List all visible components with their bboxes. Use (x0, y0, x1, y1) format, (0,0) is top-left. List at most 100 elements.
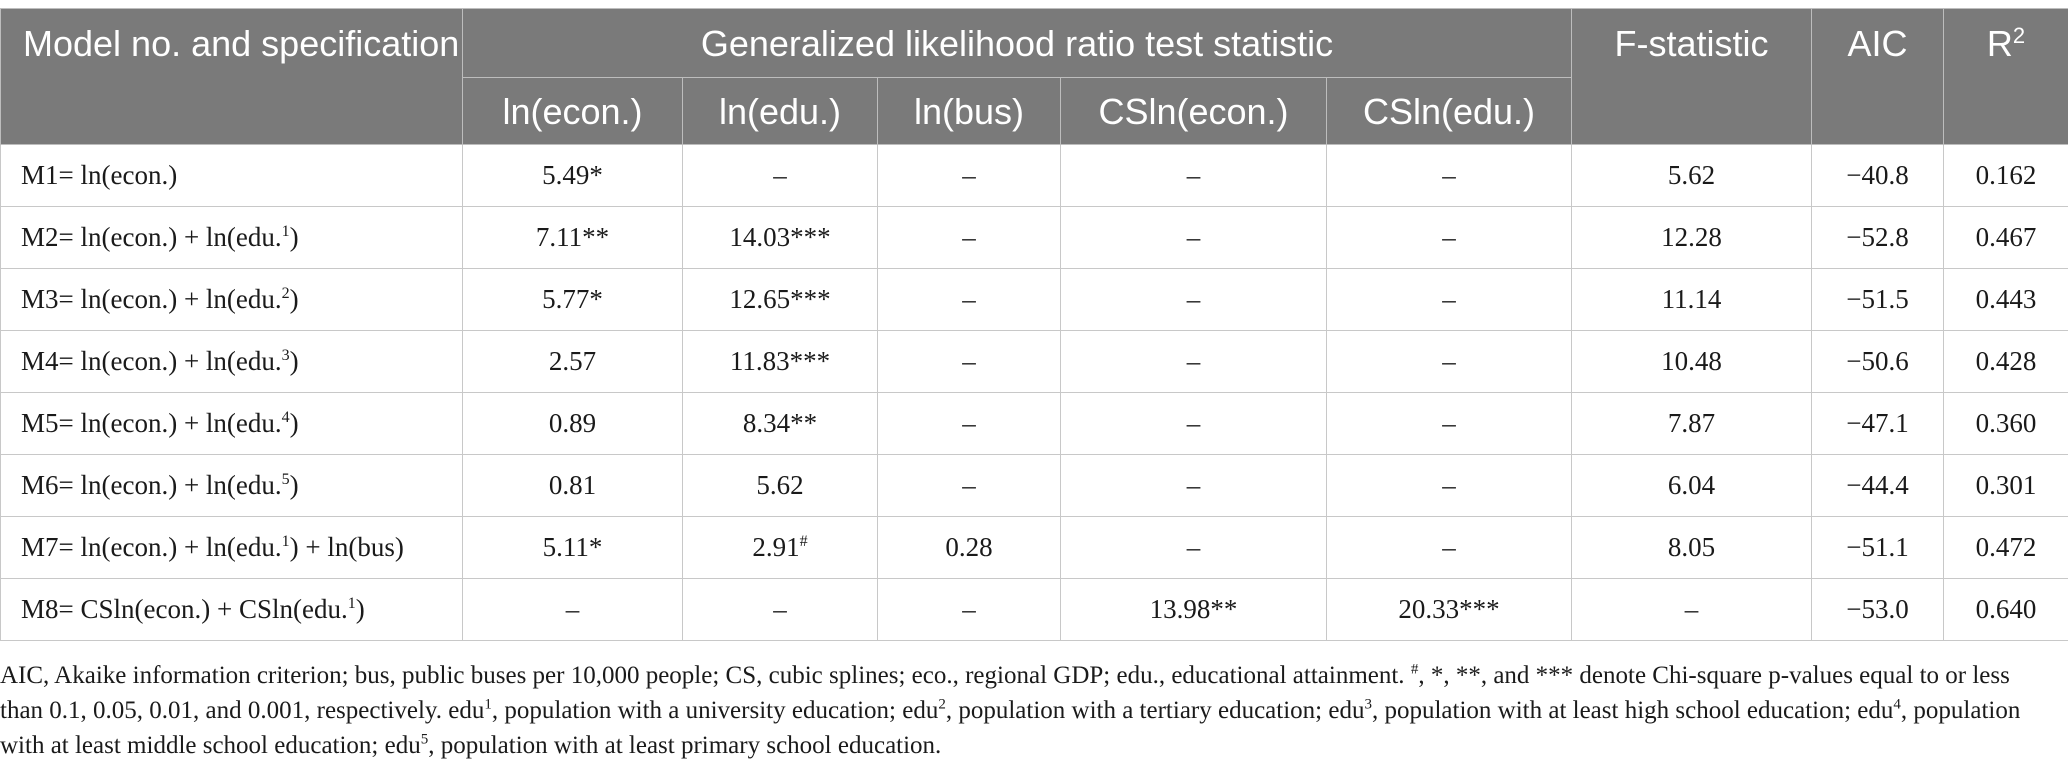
model-formula-tail: ) + ln(bus) (289, 532, 404, 562)
cell-value: −51.1 (1846, 532, 1909, 562)
cell-econ: 5.77* (462, 268, 683, 331)
cell-econ: 2.57 (462, 330, 683, 393)
model-formula-tail: ) (289, 470, 299, 500)
cell-value: – (962, 284, 976, 314)
cell-cs-edu: 20.33*** (1325, 578, 1573, 641)
cell-value: – (1442, 408, 1456, 438)
cell-value: 7.87 (1667, 408, 1716, 438)
cell-value: 0.28 (945, 532, 993, 562)
model-id: M1 (21, 160, 59, 190)
model-id: M3 (21, 284, 59, 314)
cell-value: 0.162 (1975, 160, 2037, 190)
cell-value: 0.443 (1975, 284, 2037, 314)
cell-value: – (1186, 532, 1201, 562)
model-formula-tail: ) (289, 222, 299, 252)
cell-value: 2.57 (548, 346, 597, 376)
model-formula: = ln(econ.) + ln(edu. (58, 532, 282, 562)
cell-value: 0.467 (1975, 222, 2037, 252)
cell-value: – (565, 594, 580, 624)
cell-value: – (773, 594, 787, 624)
model-column-header: Model no. and specification (0, 8, 463, 145)
cell-value: −40.8 (1846, 160, 1909, 190)
cell-econ: 7.11** (462, 206, 683, 269)
footnote-sup-1: 1 (484, 696, 492, 713)
cell-edu: 5.62 (682, 454, 878, 517)
cell-cs-econ: 13.98** (1060, 578, 1327, 641)
table-header: Model no. and specification Generalized … (0, 8, 2068, 145)
cell-value: −52.8 (1846, 222, 1909, 252)
table-row: M1= ln(econ.) 5.49* – – – – 5.62 −40.8 0.162 (0, 144, 2068, 207)
table-row: M5= ln(econ.) + ln(edu.4) 0.89 8.34** – – – 7.… (0, 392, 2068, 455)
cell-value: 7.11** (535, 222, 610, 252)
cell-value: 5.62 (756, 470, 804, 500)
footnote-text-1: AIC, Akaike information criterion; bus, … (0, 662, 1405, 689)
cell-r2: 0.640 (1943, 578, 2068, 641)
cell-value: 5.11* (542, 532, 603, 562)
cell-cs-edu: – (1325, 454, 1573, 517)
cell-value: 20.33*** (1398, 594, 1500, 624)
footnote-sup-2: 2 (938, 696, 946, 713)
cell-cs-edu: – (1325, 516, 1573, 579)
cell-value: 11.83*** (729, 346, 831, 376)
cell-value: 10.48 (1661, 346, 1722, 376)
cell-aic: −47.1 (1811, 392, 1945, 455)
cell-value: – (773, 160, 787, 190)
cell-value: 13.98** (1149, 594, 1238, 624)
model-edu-sup: 1 (347, 595, 356, 612)
cell-value: – (1442, 470, 1456, 500)
cell-cs-econ: – (1060, 206, 1327, 269)
model-formula: = ln(econ.) + ln(edu. (58, 222, 282, 252)
footnote-text-5: , population with at least high school e… (1371, 697, 1894, 724)
cell-econ: 5.11* (462, 516, 683, 579)
cell-r2: 0.472 (1943, 516, 2068, 579)
cell-value: −53.0 (1846, 594, 1909, 624)
cell-value: 5.77* (542, 284, 603, 314)
cell-r2: 0.301 (1943, 454, 2068, 517)
cell-f: 12.28 (1571, 206, 1813, 269)
table-row: M6= ln(econ.) + ln(edu.5) 0.81 5.62 – – – 6.04… (0, 454, 2068, 517)
model-formula: = ln(econ.) + ln(edu. (58, 408, 282, 438)
significance-mark: # (799, 533, 808, 550)
cell-f: 7.87 (1571, 392, 1813, 455)
cell-value: – (962, 408, 976, 438)
cell-econ: – (462, 578, 683, 641)
cell-bus: – (877, 330, 1061, 393)
model-formula: = ln(econ.) + ln(edu. (58, 346, 282, 376)
model-id: M7 (21, 532, 59, 562)
cell-aic: −51.1 (1811, 516, 1945, 579)
table-row: M8= CSln(econ.) + CSln(edu.1) – – – 13.98** 2… (0, 578, 2068, 641)
cell-value: – (1186, 346, 1201, 376)
cell-value: −47.1 (1846, 408, 1909, 438)
table-row: M7= ln(econ.) + ln(edu.1) + ln(bus) 5.11*… (0, 516, 2068, 579)
cell-value: 6.04 (1667, 470, 1716, 500)
cell-value: 5.62 (1667, 160, 1716, 190)
cell-value: – (962, 594, 976, 624)
model-id: M2 (21, 222, 59, 252)
model-formula-tail: ) (289, 284, 299, 314)
cell-value: 8.34** (742, 408, 818, 438)
cell-value: −51.5 (1846, 284, 1909, 314)
model-formula: = CSln(econ.) + CSln(edu. (58, 594, 348, 624)
f-statistic-header: F-statistic (1571, 8, 1813, 145)
cell-edu: 14.03*** (682, 206, 878, 269)
model-id: M6 (21, 470, 59, 500)
table-row: M4= ln(econ.) + ln(edu.3) 2.57 11.83*** – – –… (0, 330, 2068, 393)
cell-value: 0.640 (1975, 594, 2037, 624)
cell-r2: 0.428 (1943, 330, 2068, 393)
cell-aic: −44.4 (1811, 454, 1945, 517)
cell-aic: −53.0 (1811, 578, 1945, 641)
cell-value: – (1442, 160, 1456, 190)
cell-f: 6.04 (1571, 454, 1813, 517)
cell-f: – (1571, 578, 1813, 641)
cell-cs-edu: – (1325, 144, 1573, 207)
cell-value: 0.472 (1975, 532, 2037, 562)
footnote-text-4: , population with a tertiary education; … (945, 697, 1365, 724)
cell-value: −50.6 (1846, 346, 1909, 376)
sub-header-ln-edu: ln(edu.) (682, 77, 878, 145)
cell-value: 0.89 (548, 408, 597, 438)
model-edu-sup: 4 (281, 409, 290, 426)
model-id: M8 (21, 594, 59, 624)
cell-bus: 0.28 (877, 516, 1061, 579)
footnote-sup-3: 3 (1364, 696, 1372, 713)
